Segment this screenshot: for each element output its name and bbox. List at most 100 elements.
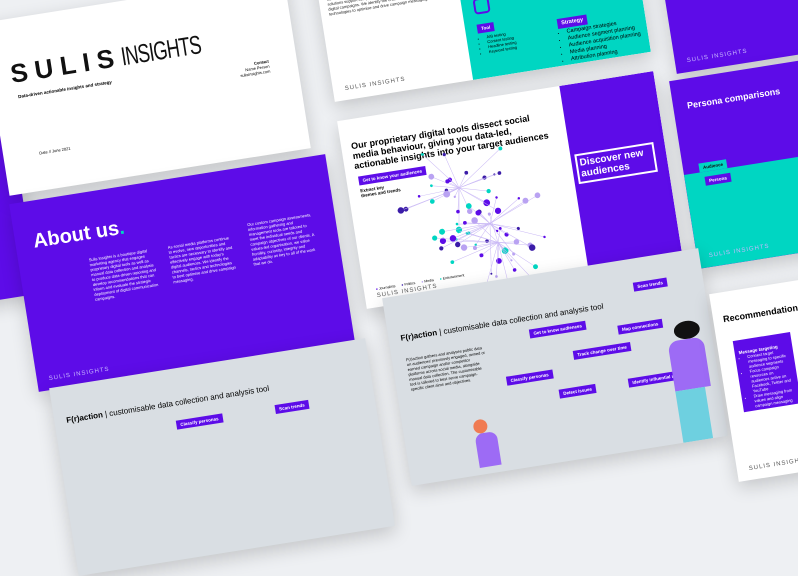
network-node bbox=[450, 260, 455, 264]
network-edge bbox=[496, 242, 499, 277]
network-node bbox=[442, 152, 446, 157]
persona-title: Persona comparisons bbox=[686, 86, 781, 111]
network-node bbox=[432, 235, 438, 241]
network-edge bbox=[474, 220, 499, 243]
network-edge bbox=[489, 223, 492, 274]
network-edge bbox=[444, 154, 460, 189]
recommendation-card: Message targeting Connect target messagi… bbox=[732, 332, 798, 413]
network-node bbox=[495, 196, 498, 199]
network-edge bbox=[458, 187, 460, 230]
contact: Contact Name Person sulisinsights.com bbox=[239, 58, 271, 79]
network-edge bbox=[489, 195, 538, 224]
slide-recommendations[interactable]: Recommendations Message targeting Connec… bbox=[709, 244, 798, 482]
network-edge bbox=[431, 185, 460, 189]
network-edge bbox=[489, 223, 545, 238]
network-edge bbox=[489, 223, 533, 248]
card-list: Connect target messaging to specific aud… bbox=[739, 347, 797, 409]
network-edge bbox=[458, 177, 485, 189]
network-edge bbox=[458, 172, 500, 189]
network-node bbox=[510, 259, 513, 262]
date: Date // June 2021 bbox=[38, 145, 71, 156]
network-node bbox=[534, 192, 541, 199]
network-edge bbox=[434, 237, 499, 243]
network-edge bbox=[447, 181, 460, 189]
network-node bbox=[430, 184, 433, 188]
network-edge bbox=[458, 148, 501, 189]
network-node bbox=[460, 244, 468, 251]
network-node bbox=[487, 212, 491, 216]
node-tag: Get to know audiences bbox=[528, 320, 587, 339]
network-edge bbox=[497, 242, 536, 267]
network-node bbox=[498, 227, 502, 230]
network-node bbox=[522, 197, 529, 204]
network-edge bbox=[459, 187, 489, 192]
network-node bbox=[457, 231, 460, 234]
network-node bbox=[428, 173, 435, 180]
network-node bbox=[445, 179, 450, 184]
network-edge bbox=[498, 242, 531, 246]
network-node bbox=[439, 237, 447, 245]
network-edge bbox=[481, 242, 499, 256]
network-node bbox=[528, 244, 536, 251]
network-node bbox=[498, 146, 503, 151]
network-node bbox=[417, 195, 421, 198]
network-node bbox=[465, 203, 472, 209]
network-edge bbox=[452, 223, 491, 239]
network-node bbox=[516, 226, 520, 231]
network-node bbox=[455, 241, 461, 248]
network-edge bbox=[422, 154, 460, 189]
about-col-2: As social media platforms continue to ev… bbox=[167, 235, 237, 285]
network-node bbox=[464, 170, 469, 175]
network-edge bbox=[463, 242, 499, 248]
brand-logo: SULISINSIGHTS bbox=[8, 29, 203, 89]
network-edge bbox=[489, 223, 519, 229]
network-node bbox=[513, 239, 520, 245]
network-node bbox=[512, 268, 517, 272]
network-node bbox=[429, 199, 435, 204]
fraction-body: F(r)action gathers and analyses public d… bbox=[405, 345, 486, 392]
slide-top-right[interactable]: SULIS INSIGHTS bbox=[647, 0, 798, 74]
tool-block: Tool A/B testing Content testing Headlin… bbox=[472, 0, 517, 55]
network-edge bbox=[441, 223, 491, 249]
network-node bbox=[495, 229, 499, 233]
services-panel: Tool A/B testing Content testing Headlin… bbox=[443, 0, 651, 80]
fraction-title: F(r)action | customisable data collectio… bbox=[65, 383, 270, 425]
network-edge bbox=[498, 241, 517, 243]
network-node bbox=[420, 152, 424, 156]
node-tag: Classify personas bbox=[505, 369, 554, 386]
network-edge bbox=[466, 233, 499, 243]
network-edge bbox=[497, 242, 512, 261]
network-node bbox=[397, 207, 405, 214]
node-tag: Classify personas bbox=[175, 413, 224, 430]
network-node bbox=[439, 246, 444, 251]
node-tag: Map connections bbox=[617, 318, 663, 335]
callout-text: Discover new audiences bbox=[574, 141, 658, 185]
node-tag: Detect issues bbox=[558, 383, 597, 399]
network-node bbox=[439, 228, 446, 235]
network-edge bbox=[454, 187, 460, 197]
network-node bbox=[449, 235, 457, 242]
network-node bbox=[475, 210, 481, 216]
network-edge bbox=[452, 242, 499, 263]
tool-tag: Tool bbox=[476, 22, 495, 34]
services-body: priority planning and objectives. We tak… bbox=[326, 0, 443, 17]
network-node bbox=[453, 195, 456, 198]
about-col-3: Our custom campaign assessments, informa… bbox=[246, 212, 316, 267]
man-illustration bbox=[472, 417, 504, 470]
about-title: About us. bbox=[31, 216, 127, 253]
network-node bbox=[517, 197, 521, 200]
node-tag: Scan trends bbox=[274, 399, 310, 415]
network-node bbox=[533, 264, 538, 270]
network-node bbox=[501, 247, 509, 254]
network-node bbox=[471, 217, 478, 224]
network-node bbox=[472, 246, 477, 251]
network-edge bbox=[489, 197, 497, 224]
network-edge bbox=[458, 187, 487, 203]
network-edge bbox=[489, 213, 499, 243]
network-node bbox=[490, 272, 493, 275]
network-node bbox=[497, 171, 502, 175]
node-tag: Track change over time bbox=[572, 341, 632, 360]
network-node bbox=[495, 275, 498, 278]
tool-icon bbox=[472, 0, 491, 15]
footer-logo: SULIS INSIGHTS bbox=[748, 456, 798, 473]
